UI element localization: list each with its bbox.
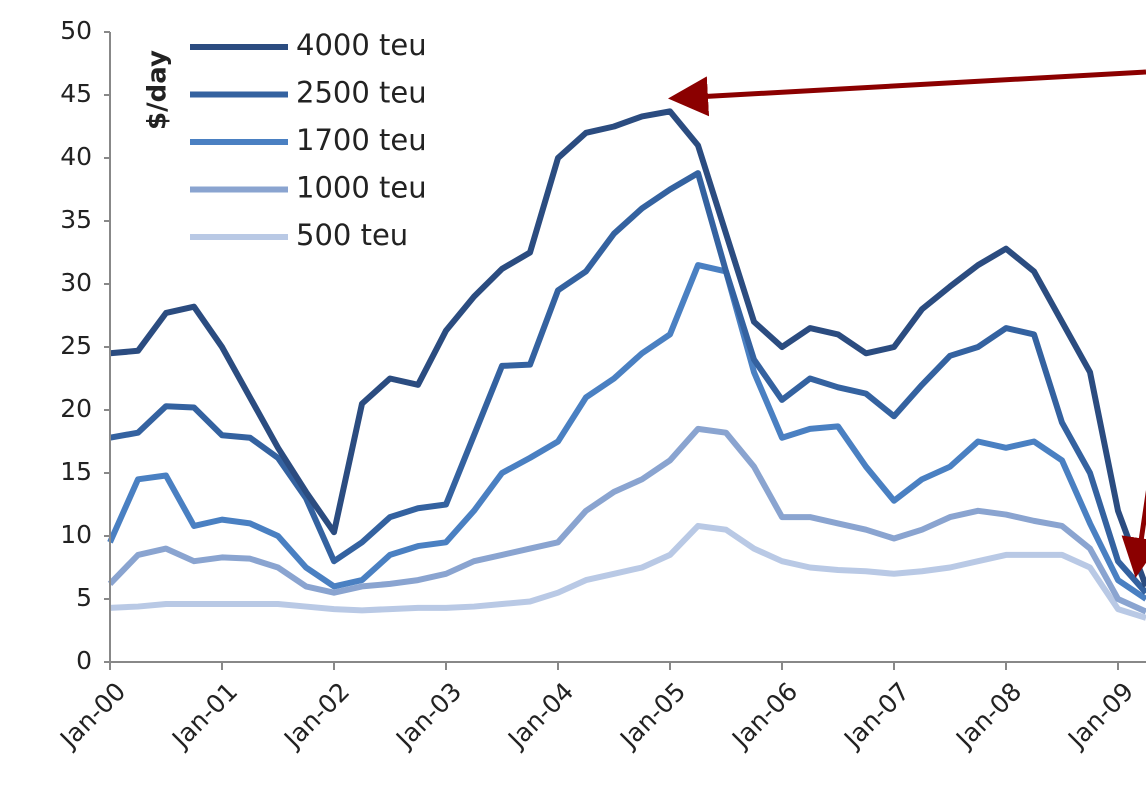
- y-tick-label: 50: [60, 16, 92, 45]
- x-tick-label: Jan-09: [1061, 677, 1139, 755]
- y-tick-label: 25: [60, 331, 92, 360]
- annotation-arrow: [668, 69, 1146, 117]
- y-tick-label: 5: [76, 583, 92, 612]
- series-line: [107, 262, 1146, 602]
- x-tick-label: Jan-00: [53, 677, 131, 755]
- x-tick-label: Jan-05: [613, 677, 691, 755]
- x-tick-label: Jan-04: [501, 677, 579, 755]
- y-tick-label: 40: [60, 142, 92, 171]
- x-tick-label: Jan-08: [949, 677, 1027, 755]
- y-tick-label: 10: [60, 520, 92, 549]
- y-tick-label: 35: [60, 205, 92, 234]
- y-tick-label: 15: [60, 457, 92, 486]
- legend-label: 1000 teu: [296, 171, 427, 205]
- legend-label: 500 teu: [296, 218, 408, 252]
- y-tick-label: 20: [60, 394, 92, 423]
- y-tick-label: 45: [60, 79, 92, 108]
- legend-label: 4000 teu: [296, 28, 427, 62]
- x-tick-label: Jan-07: [837, 677, 915, 755]
- plot-area: [107, 108, 1146, 621]
- x-tick-label: Jan-01: [165, 677, 243, 755]
- series-line: [109, 108, 1146, 588]
- series-line: [109, 170, 1146, 595]
- series-line: [107, 425, 1146, 615]
- legend-label: 1700 teu: [296, 123, 427, 157]
- y-axis-label: $/day: [143, 50, 173, 130]
- x-tick-label: Jan-06: [725, 677, 803, 755]
- y-tick-label: 0: [76, 646, 92, 675]
- legend-label: 2500 teu: [296, 76, 427, 110]
- series-line: [109, 522, 1146, 621]
- x-tick-label: Jan-02: [277, 677, 355, 755]
- x-tick-label: Jan-03: [389, 677, 467, 755]
- y-tick-label: 30: [60, 268, 92, 297]
- annotation-arrow: [1121, 489, 1146, 578]
